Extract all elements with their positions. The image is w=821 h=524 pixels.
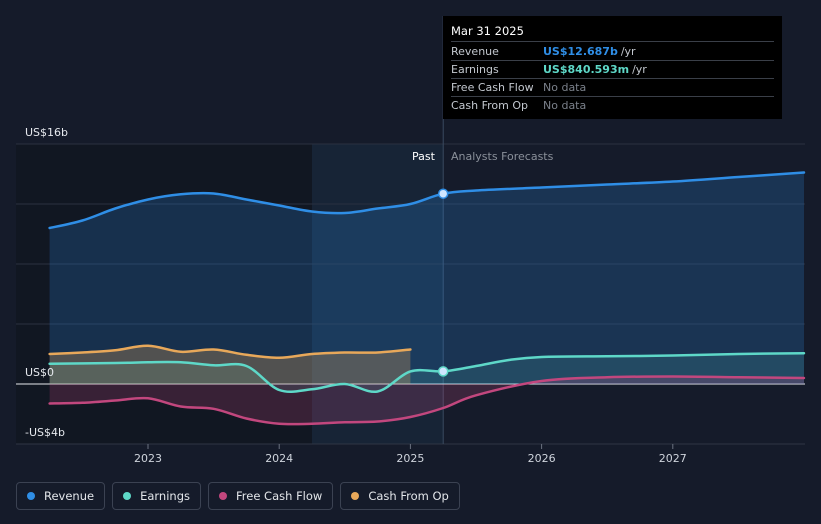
tooltip-label: Revenue xyxy=(451,45,499,58)
tooltip-label: Earnings xyxy=(451,63,499,76)
line-free-cash-flow xyxy=(48,375,806,426)
tooltip-label: Cash From Op xyxy=(451,99,529,112)
forecast-label: Analysts Forecasts xyxy=(451,150,554,163)
x-axis: 2023 2024 2025 2026 2027 xyxy=(134,444,687,465)
tooltip-value: US$840.593m xyxy=(543,63,630,76)
y-label-top: US$16b xyxy=(25,126,69,139)
tooltip-row-cfo: Cash From Op No data xyxy=(451,97,774,114)
y-label-zero: US$0 xyxy=(25,366,55,379)
series-lines xyxy=(48,171,806,426)
legend-item-revenue[interactable]: Revenue xyxy=(16,482,106,510)
x-tick-label: 2025 xyxy=(396,452,424,465)
legend-item-cash-from-op[interactable]: Cash From Op xyxy=(340,482,460,510)
legend-item-earnings[interactable]: Earnings xyxy=(112,482,201,510)
line-earnings xyxy=(48,352,806,394)
past-label: Past xyxy=(412,150,435,163)
tooltip-unit: /yr xyxy=(620,45,636,58)
hover-markers xyxy=(437,188,449,377)
tooltip-value: No data xyxy=(543,81,587,94)
marker-earnings xyxy=(437,366,449,377)
series-areas xyxy=(49,172,805,425)
x-tick-label: 2027 xyxy=(659,452,687,465)
legend-item-free-cash-flow[interactable]: Free Cash Flow xyxy=(208,482,334,510)
area-revenue xyxy=(49,172,805,384)
legend-label: Earnings xyxy=(140,489,190,503)
line-cash-from-op xyxy=(48,344,412,360)
past-region xyxy=(16,144,312,444)
past-year-highlight xyxy=(312,144,444,444)
legend-label: Revenue xyxy=(44,489,95,503)
tooltip-value: US$12.687b xyxy=(543,45,618,58)
tooltip-row-fcf: Free Cash Flow No data xyxy=(451,79,774,97)
tooltip-date: Mar 31 2025 xyxy=(451,23,774,42)
legend-dot-icon xyxy=(27,492,35,500)
legend-dot-icon xyxy=(351,492,360,500)
area-earnings xyxy=(49,353,805,392)
tooltip-unit: /yr xyxy=(632,63,647,76)
tooltip-label: Free Cash Flow xyxy=(451,81,534,94)
area-free-cash-flow xyxy=(49,376,805,425)
tooltip-row-revenue: Revenue US$12.687b /yr xyxy=(451,43,774,61)
tooltip: Mar 31 2025 Revenue US$12.687b /yr Earni… xyxy=(443,16,782,119)
legend-label: Free Cash Flow xyxy=(236,489,323,503)
legend-label: Cash From Op xyxy=(368,489,449,503)
legend-dot-icon xyxy=(219,492,227,500)
tooltip-row-earnings: Earnings US$840.593m /yr xyxy=(451,61,774,79)
x-tick-label: 2026 xyxy=(528,452,556,465)
marker-revenue xyxy=(437,188,449,199)
legend-dot-icon xyxy=(123,492,132,500)
line-revenue xyxy=(48,171,806,230)
x-tick-label: 2024 xyxy=(265,452,293,465)
y-label-bottom: -US$4b xyxy=(25,426,65,439)
tooltip-value: No data xyxy=(543,99,587,112)
x-tick-label: 2023 xyxy=(134,452,162,465)
chart-background xyxy=(16,144,444,444)
legend: Revenue Earnings Free Cash Flow Cash Fro… xyxy=(16,482,460,510)
